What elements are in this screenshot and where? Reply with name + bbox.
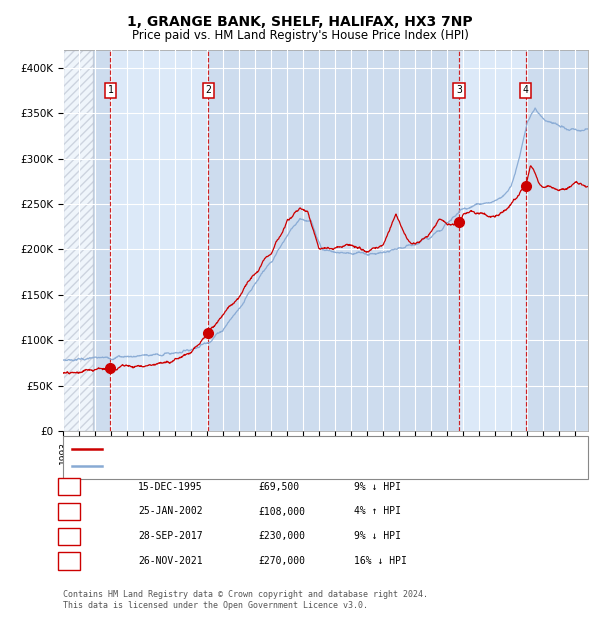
Bar (94, 50, 110, 431)
Text: 9% ↓ HPI: 9% ↓ HPI (354, 531, 401, 541)
Bar (110, 50, 208, 431)
Text: Price paid vs. HM Land Registry's House Price Index (HPI): Price paid vs. HM Land Registry's House … (131, 29, 469, 42)
Text: 16% ↓ HPI: 16% ↓ HPI (354, 556, 407, 566)
Text: 1: 1 (66, 482, 72, 492)
Text: HPI: Average price, detached house, Calderdale: HPI: Average price, detached house, Cald… (108, 461, 378, 471)
Text: 2: 2 (205, 86, 211, 95)
Text: 4% ↑ HPI: 4% ↑ HPI (354, 507, 401, 516)
Text: £69,500: £69,500 (258, 482, 299, 492)
Text: 28-SEP-2017: 28-SEP-2017 (138, 531, 203, 541)
Bar (459, 50, 526, 431)
Text: 26-NOV-2021: 26-NOV-2021 (138, 556, 203, 566)
Text: Contains HM Land Registry data © Crown copyright and database right 2024.
This d: Contains HM Land Registry data © Crown c… (63, 590, 428, 609)
Text: 2: 2 (66, 507, 72, 516)
Text: 3: 3 (66, 531, 72, 541)
Text: 3: 3 (456, 86, 462, 95)
Text: 1, GRANGE BANK, SHELF, HALIFAX, HX3 7NP: 1, GRANGE BANK, SHELF, HALIFAX, HX3 7NP (127, 16, 473, 30)
Text: £108,000: £108,000 (258, 507, 305, 516)
Text: 1: 1 (107, 86, 113, 95)
Bar (526, 50, 588, 431)
Bar (208, 50, 459, 431)
Text: £270,000: £270,000 (258, 556, 305, 566)
Bar (63, 50, 94, 431)
Text: 4: 4 (523, 86, 529, 95)
Text: £230,000: £230,000 (258, 531, 305, 541)
Text: 4: 4 (66, 556, 72, 566)
Text: 1, GRANGE BANK, SHELF, HALIFAX, HX3 7NP (detached house): 1, GRANGE BANK, SHELF, HALIFAX, HX3 7NP … (108, 444, 437, 454)
Text: 15-DEC-1995: 15-DEC-1995 (138, 482, 203, 492)
Text: 25-JAN-2002: 25-JAN-2002 (138, 507, 203, 516)
Text: 9% ↓ HPI: 9% ↓ HPI (354, 482, 401, 492)
